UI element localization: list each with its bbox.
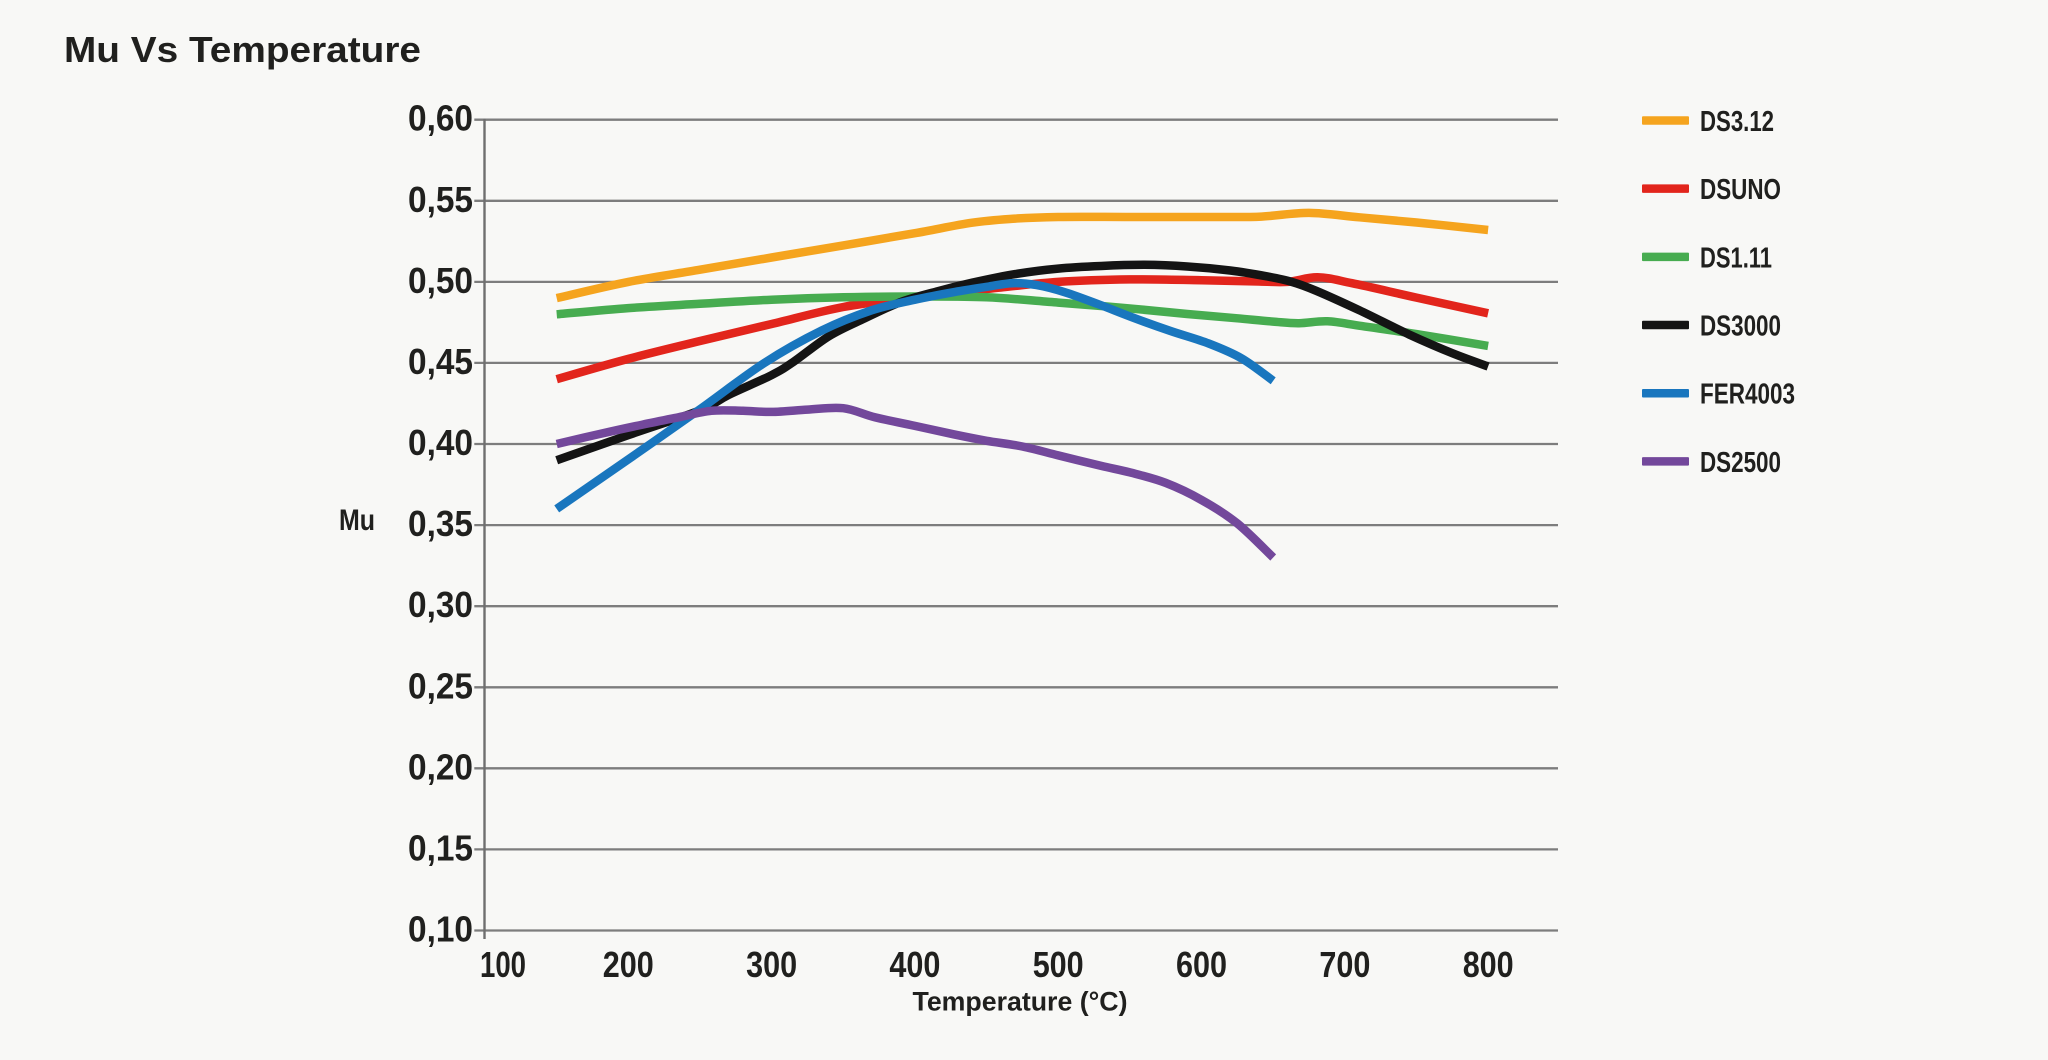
svg-text:0,45: 0,45	[408, 341, 473, 382]
svg-text:DS1.11: DS1.11	[1700, 242, 1772, 274]
svg-text:DS3.12: DS3.12	[1700, 106, 1774, 138]
svg-text:Mu: Mu	[339, 504, 375, 537]
svg-text:300: 300	[746, 944, 797, 985]
svg-text:0,50: 0,50	[408, 260, 473, 301]
svg-text:DS2500: DS2500	[1700, 447, 1781, 479]
svg-text:100: 100	[480, 944, 526, 985]
svg-text:DS3000: DS3000	[1700, 311, 1781, 343]
svg-text:200: 200	[603, 944, 654, 985]
svg-text:500: 500	[1033, 944, 1084, 985]
svg-text:FER4003: FER4003	[1700, 379, 1795, 411]
svg-text:0,25: 0,25	[408, 665, 473, 706]
svg-text:DSUNO: DSUNO	[1700, 174, 1781, 206]
svg-text:400: 400	[889, 944, 940, 985]
svg-text:0,15: 0,15	[408, 827, 473, 868]
svg-text:0,35: 0,35	[408, 503, 473, 544]
svg-text:800: 800	[1463, 944, 1514, 985]
svg-text:700: 700	[1319, 944, 1370, 985]
svg-text:600: 600	[1176, 944, 1227, 985]
svg-text:Mu Vs Temperature: Mu Vs Temperature	[64, 29, 421, 70]
svg-text:0,55: 0,55	[408, 179, 473, 220]
svg-text:0,30: 0,30	[408, 584, 473, 625]
svg-text:0,40: 0,40	[408, 422, 473, 463]
svg-text:0,60: 0,60	[408, 98, 473, 139]
svg-text:Temperature (°C): Temperature (°C)	[913, 987, 1128, 1017]
svg-text:0,10: 0,10	[408, 909, 473, 950]
svg-text:0,20: 0,20	[408, 746, 473, 787]
